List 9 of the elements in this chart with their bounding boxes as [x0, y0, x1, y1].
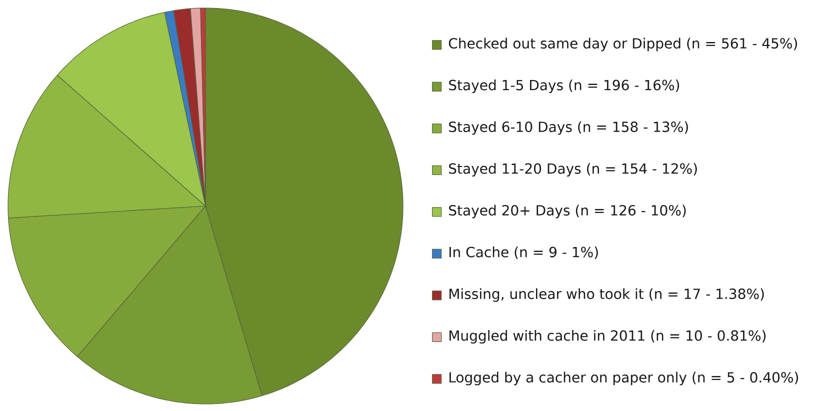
legend-label: Stayed 20+ Days (n = 126 - 10%) [449, 204, 686, 218]
legend-label: Muggled with cache in 2011 (n = 10 - 0.81%) [450, 330, 766, 344]
legend-label: Checked out same day or Dipped (n = 561 - 45%) [448, 38, 797, 52]
legend-label: Logged by a cacher on paper only (n = 5 - 0.40%) [450, 372, 798, 386]
legend-label: In Cache (n = 9 - 1%) [450, 246, 598, 259]
legend-label: Missing, unclear who took it (n = 17 - 1.38%) [450, 288, 764, 302]
legend-label: Stayed 6-10 Days (n = 158 - 13%) [449, 121, 688, 135]
legend-label: Stayed 11-20 Days (n = 154 - 12%) [449, 163, 697, 177]
legend-label: Stayed 1-5 Days (n = 196 - 16%) [449, 80, 680, 94]
